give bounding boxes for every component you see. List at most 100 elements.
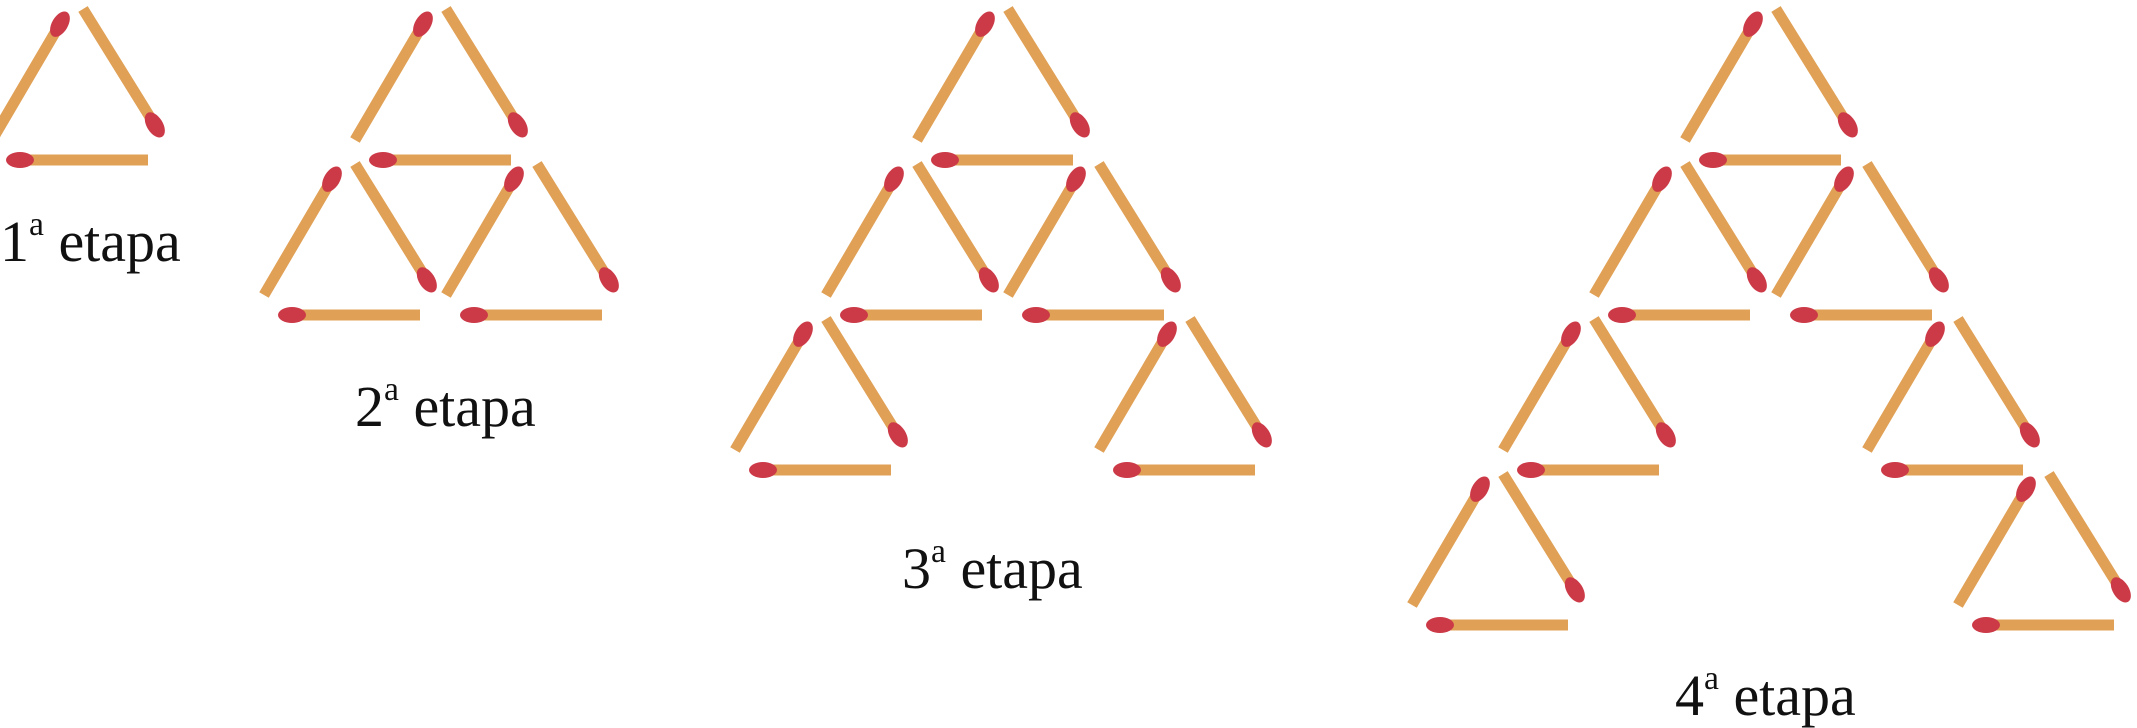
matchstick-base xyxy=(1022,307,1164,323)
matchstick-stick xyxy=(350,161,430,280)
matchstick-base xyxy=(460,307,602,323)
matchstick-stick xyxy=(441,6,521,125)
matchstick-stick xyxy=(1498,471,1578,590)
matchstick-head xyxy=(793,321,813,347)
matchstick-head xyxy=(460,307,488,323)
stage-2-triangle-2 xyxy=(259,161,437,323)
matchstick-base xyxy=(1790,307,1932,323)
matchstick-head xyxy=(1699,152,1727,168)
matchstick-stick xyxy=(912,24,988,143)
matchstick-head xyxy=(1069,112,1090,138)
matchstick-right xyxy=(1771,6,1858,138)
matchstick-head xyxy=(1517,462,1545,478)
matchstick-head xyxy=(1251,422,1272,448)
matchstick-left xyxy=(1094,321,1177,453)
stage-4-caption: 4a etapa xyxy=(1675,661,1856,725)
matchstick-head xyxy=(1790,307,1818,323)
matchstick-head xyxy=(749,462,777,478)
matchstick-left xyxy=(1003,166,1086,298)
stage-1-ordinal: a xyxy=(29,205,44,243)
matchstick-head xyxy=(50,11,70,37)
stage-3-figure xyxy=(730,6,1272,478)
stage-4-triangle-7 xyxy=(1953,471,2131,633)
matchstick-stick xyxy=(259,179,335,298)
matchstick-head xyxy=(1470,476,1490,502)
matchstick-base xyxy=(1608,307,1750,323)
matchstick-head xyxy=(413,11,433,37)
matchstick-base xyxy=(749,462,891,478)
matchstick-stick xyxy=(441,179,517,298)
matchstick-stick xyxy=(1407,489,1483,608)
matchstick-right xyxy=(1862,161,1949,293)
matchstick-stick xyxy=(2044,471,2124,590)
matchstick-stick xyxy=(912,161,992,280)
matchstick-head xyxy=(144,112,165,138)
matchstick-left xyxy=(259,166,342,298)
matchstick-base xyxy=(1517,462,1659,478)
stage-2-triangle-1 xyxy=(350,6,528,168)
stage-4-triangle-1 xyxy=(1680,6,1858,168)
matchstick-base xyxy=(1426,617,1568,633)
matchstick-stick xyxy=(1589,316,1669,435)
matchstick-stick xyxy=(1862,161,1942,280)
matchstick-head xyxy=(6,152,34,168)
matchstick-base xyxy=(1113,462,1255,478)
matchstick-left xyxy=(730,321,813,453)
matchstick-stick xyxy=(730,334,806,453)
matchstick-base xyxy=(1972,617,2114,633)
matchstick-stick xyxy=(1094,334,1170,453)
matchstick-head xyxy=(887,422,908,448)
matchstick-right xyxy=(1094,161,1181,293)
stage-4-triangle-6 xyxy=(1407,471,1585,633)
matchstick-head xyxy=(598,267,619,293)
matchstick-head xyxy=(1834,166,1854,192)
matchstick-stick xyxy=(1094,161,1174,280)
stage-3-triangle-3 xyxy=(1003,161,1181,323)
matchstick-stick xyxy=(821,179,897,298)
matchstick-stick xyxy=(1680,24,1756,143)
matchstick-head xyxy=(1746,267,1767,293)
matchstick-head xyxy=(1928,267,1949,293)
matchstick-left xyxy=(1771,166,1854,298)
matchstick-stick xyxy=(821,316,901,435)
matchstick-head xyxy=(2016,476,2036,502)
matchstick-head xyxy=(1743,11,1763,37)
stage-2-word: etapa xyxy=(413,374,536,439)
matchstick-head xyxy=(278,307,306,323)
matchstick-right xyxy=(821,316,908,448)
stage-4-ordinal: a xyxy=(1704,659,1719,697)
stage-4-triangle-4 xyxy=(1498,316,1676,478)
stage-3-triangle-5 xyxy=(1094,316,1272,478)
matchstick-stick xyxy=(0,24,63,138)
matchstick-stick xyxy=(1185,316,1265,435)
matchstick-base xyxy=(6,152,148,168)
matchstick-head xyxy=(1972,617,2000,633)
matchstick-head xyxy=(369,152,397,168)
matchstick-head xyxy=(507,112,528,138)
matchstick-left xyxy=(912,11,995,143)
matchstick-head xyxy=(1608,307,1636,323)
matchstick-head xyxy=(1655,422,1676,448)
stage-3-number: 3 xyxy=(902,536,931,601)
matchstick-left xyxy=(350,11,433,143)
matchstick-stick xyxy=(1771,179,1847,298)
matchstick-head xyxy=(1652,166,1672,192)
matchstick-right xyxy=(1680,161,1767,293)
matchstick-head xyxy=(1564,577,1585,603)
matchstick-head xyxy=(1066,166,1086,192)
matchstick-stick xyxy=(350,24,426,143)
matchstick-head xyxy=(2019,422,2040,448)
matchstick-right xyxy=(78,6,165,138)
matchstick-head xyxy=(416,267,437,293)
stage-4-figure xyxy=(1407,6,2131,633)
matchstick-right xyxy=(912,161,999,293)
matchstick-left xyxy=(1862,321,1945,453)
matchstick-head xyxy=(884,166,904,192)
matchstick-stick xyxy=(532,161,612,280)
matchstick-head xyxy=(1022,307,1050,323)
matchstick-head xyxy=(1881,462,1909,478)
stage-1-triangle-1 xyxy=(0,6,165,168)
stage-4-number: 4 xyxy=(1675,663,1704,728)
stage-1-number: 1 xyxy=(0,209,29,274)
